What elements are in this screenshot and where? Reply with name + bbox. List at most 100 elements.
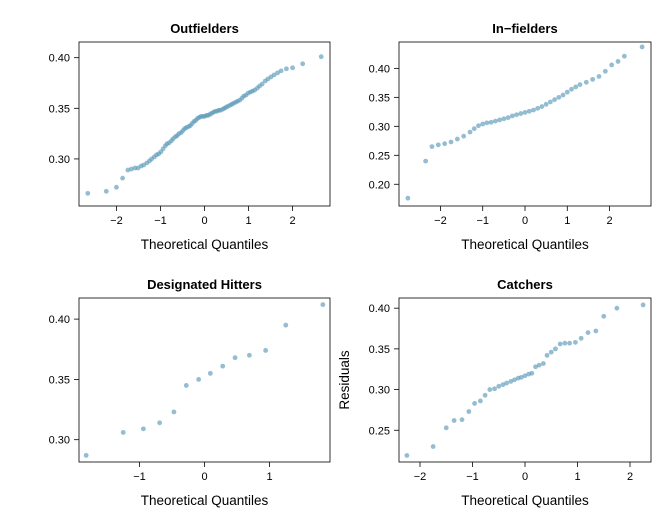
data-point — [596, 74, 602, 79]
x-tick-label: −2 — [414, 471, 427, 483]
panel-catchers: Catchers −2 −1 0 1 2 0.25 0.30 0.35 0.40 Theoretic… — [337, 277, 652, 508]
data-point — [540, 361, 546, 366]
data-point — [454, 136, 460, 142]
chart-title: In−fielders — [492, 21, 557, 36]
chart-title: Designated Hitters — [147, 277, 262, 292]
data-point — [275, 70, 280, 76]
x-tick-label: 2 — [627, 471, 633, 483]
data-point — [553, 346, 558, 352]
data-point — [564, 89, 570, 95]
data-point — [601, 313, 607, 319]
chart-title: Catchers — [497, 277, 553, 292]
data-point — [514, 112, 519, 118]
data-point — [290, 65, 295, 71]
data-point — [271, 72, 277, 78]
y-tick-label: 0.40 — [49, 314, 70, 326]
x-tick-label: −2 — [110, 215, 123, 227]
data-point — [590, 76, 596, 82]
data-point — [509, 113, 515, 119]
plot-frame — [78, 297, 331, 463]
data-point — [482, 392, 488, 398]
data-point — [609, 62, 615, 68]
data-point — [451, 418, 457, 423]
data-point — [552, 97, 557, 103]
data-point — [531, 107, 536, 113]
data-point — [556, 94, 562, 100]
x-tick-label: −1 — [466, 471, 479, 483]
data-point — [573, 339, 578, 345]
data-point — [320, 302, 326, 308]
data-point — [83, 452, 89, 458]
data-point — [544, 352, 550, 358]
data-point — [508, 379, 514, 384]
data-point — [602, 68, 608, 74]
data-point — [578, 335, 584, 341]
x-axis-label: Theoretical Quantiles — [141, 493, 269, 508]
y-tick-label: 0.40 — [369, 303, 390, 315]
x-tick-label: 0 — [201, 215, 207, 227]
y-tick-label: 0.25 — [369, 425, 390, 437]
data-point — [85, 190, 91, 196]
data-point — [614, 305, 620, 311]
data-point — [504, 380, 510, 386]
data-point — [140, 426, 146, 432]
data-point — [114, 184, 119, 190]
y-tick-label: 0.35 — [49, 103, 70, 115]
data-point — [583, 79, 589, 85]
x-axis-label: Theoretical Quantiles — [141, 237, 269, 252]
x-tick-label: 0 — [522, 215, 528, 227]
data-point — [577, 82, 583, 87]
data-point — [405, 195, 411, 201]
y-tick-label: 0.40 — [49, 53, 70, 65]
data-point — [512, 377, 517, 383]
data-point — [461, 133, 467, 139]
y-tick-label: 0.30 — [369, 121, 390, 133]
data-point — [547, 99, 553, 105]
data-point — [183, 383, 189, 388]
data-point — [505, 115, 511, 121]
data-point — [120, 175, 125, 181]
data-point — [569, 86, 574, 92]
data-point — [518, 111, 524, 116]
data-point — [562, 340, 568, 346]
data-point — [318, 54, 324, 60]
data-point — [585, 330, 591, 335]
data-point — [522, 373, 528, 379]
y-tick-label: 0.35 — [369, 344, 390, 356]
data-point — [615, 59, 621, 64]
data-point — [435, 142, 441, 148]
data-point — [593, 328, 599, 334]
data-point — [157, 420, 163, 426]
y-tick-label: 0.25 — [369, 150, 390, 162]
data-point — [103, 188, 109, 194]
data-point — [529, 370, 535, 376]
data-point — [284, 66, 289, 72]
data-point — [548, 349, 554, 355]
y-tick-label: 0.30 — [369, 385, 390, 397]
y-axis-label: Residuals — [337, 350, 352, 410]
data-point — [459, 417, 465, 423]
data-point — [278, 68, 284, 74]
y-tick-label: 0.40 — [369, 63, 390, 75]
x-tick-label: 1 — [574, 471, 580, 483]
chart-title: Outfielders — [170, 21, 239, 36]
data-point — [522, 110, 528, 115]
data-point — [232, 355, 238, 361]
x-tick-label: −1 — [154, 215, 167, 227]
data-point — [472, 400, 477, 406]
y-tick-label: 0.35 — [369, 92, 390, 104]
x-tick-label: 1 — [245, 215, 251, 227]
data-point — [518, 374, 524, 380]
data-point — [639, 44, 645, 50]
data-point — [476, 123, 481, 129]
data-point — [477, 398, 483, 404]
x-axis-label: Theoretical Quantiles — [461, 493, 589, 508]
data-point — [500, 382, 506, 388]
data-point — [466, 409, 472, 414]
data-point — [533, 364, 538, 370]
data-point — [560, 92, 566, 98]
data-point — [539, 104, 545, 110]
data-point — [501, 116, 507, 122]
data-point — [283, 322, 289, 328]
